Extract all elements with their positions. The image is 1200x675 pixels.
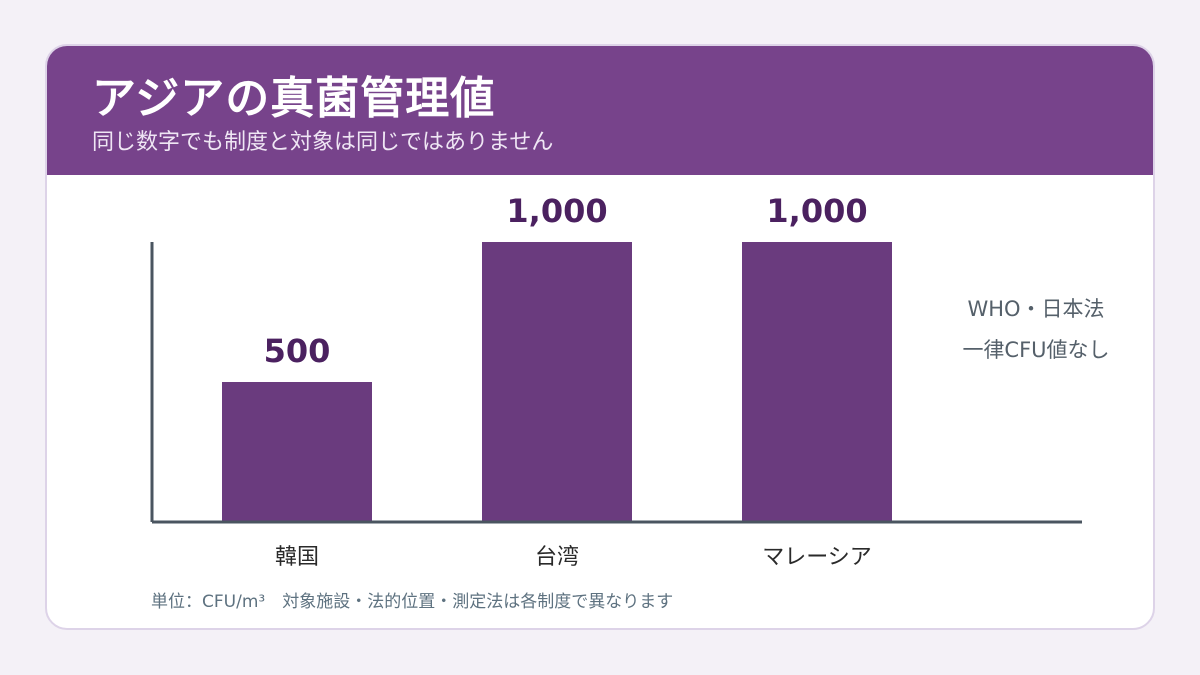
chart-title: アジアの真菌管理値	[92, 73, 496, 124]
chart-card: アジアの真菌管理値 同じ数字でも制度と対象は同じではありません 500 韓国 1,0…	[45, 44, 1155, 630]
bar-2	[742, 242, 892, 522]
bar-value-label-2: 1,000	[766, 192, 867, 230]
footnote: 単位：CFU/m³ 対象施設・法的位置・測定法は各制度で異なります	[151, 592, 674, 612]
header-banner: アジアの真菌管理値 同じ数字でも制度と対象は同じではありません	[47, 46, 1153, 175]
chart-subtitle: 同じ数字でも制度と対象は同じではありません	[92, 130, 554, 155]
bars-layer: 500 韓国 1,000 台湾 1,000 マレーシア	[222, 192, 892, 570]
side-note-line2: 一律CFU値なし	[962, 338, 1110, 362]
bar-value-label-1: 1,000	[506, 192, 607, 230]
category-label-0: 韓国	[275, 545, 319, 570]
bar-1	[482, 242, 632, 522]
bar-value-label-0: 500	[264, 332, 331, 370]
bar-chart: 500 韓国 1,000 台湾 1,000 マレーシア	[150, 192, 1082, 570]
category-label-1: 台湾	[535, 545, 579, 570]
side-note: WHO・日本法 一律CFU値なし	[951, 289, 1121, 371]
bar-0	[222, 382, 372, 522]
category-label-2: マレーシア	[762, 545, 872, 570]
side-note-line1: WHO・日本法	[967, 297, 1105, 321]
